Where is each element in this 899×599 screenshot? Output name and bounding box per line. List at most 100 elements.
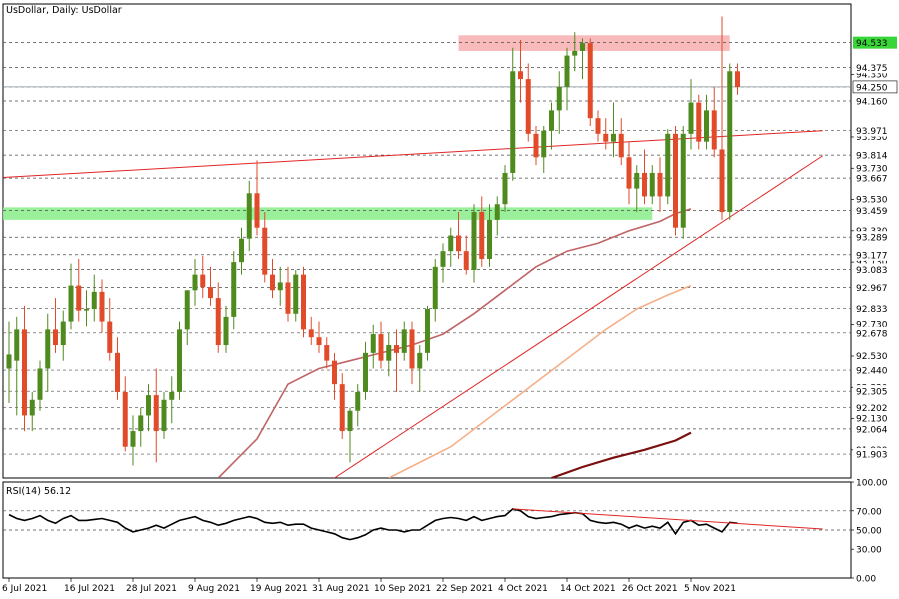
- candle-body: [45, 329, 51, 369]
- candle: [595, 110, 601, 142]
- candle-body: [161, 399, 167, 432]
- price-label-text: 93.177: [856, 251, 888, 261]
- candle: [510, 47, 516, 181]
- candle-body: [370, 334, 376, 353]
- candle: [378, 321, 384, 369]
- price-label-box: [853, 204, 897, 217]
- price-label-box: [853, 94, 897, 107]
- rsi-line: [8, 508, 738, 541]
- rsi-pane: 100.00 70.00 50.00 30.00 0.00: [2, 479, 888, 585]
- candle-body: [386, 345, 392, 361]
- candle-body: [642, 172, 647, 197]
- candle-body: [208, 287, 213, 299]
- candle: [580, 38, 585, 80]
- price-label: 92.967: [853, 281, 897, 294]
- candle: [184, 290, 190, 346]
- candle-body: [347, 410, 353, 432]
- candle: [409, 321, 415, 385]
- price-label-text: 93.459: [856, 207, 888, 217]
- candle: [626, 141, 632, 205]
- candle: [146, 384, 151, 432]
- candle-body: [494, 204, 500, 220]
- date-tick-label: 9 Aug 2021: [188, 584, 240, 594]
- candle-body: [378, 334, 384, 361]
- candle: [649, 165, 655, 205]
- candle-body: [471, 212, 477, 270]
- candle-body: [146, 395, 151, 416]
- price-label-text: 92.064: [856, 425, 888, 435]
- candle-body: [680, 133, 686, 228]
- candle-body: [665, 133, 671, 197]
- candle: [642, 149, 647, 205]
- candle-body: [99, 291, 105, 322]
- candle: [657, 157, 663, 213]
- moving-average-line: [388, 284, 692, 478]
- price-label: 94.250: [852, 80, 898, 93]
- candle: [471, 204, 477, 283]
- candle: [208, 266, 213, 306]
- price-label-box: [853, 448, 897, 461]
- candle: [611, 102, 616, 158]
- candle-body: [556, 86, 562, 111]
- candle: [262, 212, 268, 283]
- price-label-box: [853, 36, 897, 49]
- rsi-title: RSI(14) 56.12: [6, 486, 71, 497]
- price-tick-label: 92.530: [856, 352, 888, 362]
- candle: [14, 316, 20, 416]
- candle-body: [239, 238, 244, 263]
- candle-body: [456, 235, 461, 252]
- candle: [432, 258, 438, 322]
- candle: [308, 316, 314, 346]
- candle-body: [22, 329, 27, 416]
- candle: [60, 310, 66, 361]
- candle-body: [525, 79, 531, 134]
- price-label: 92.833: [853, 302, 897, 315]
- price-label: 92.678: [853, 326, 897, 339]
- candle-body: [14, 329, 20, 361]
- candle-body: [301, 274, 306, 330]
- candle: [711, 86, 717, 158]
- candle-body: [262, 227, 268, 275]
- price-label-text: 92.967: [856, 284, 888, 294]
- candle-body: [711, 110, 717, 150]
- candle: [440, 243, 446, 283]
- candle-body: [595, 118, 601, 134]
- candle-body: [285, 282, 291, 314]
- date-tick-label: 5 Nov 2021: [684, 584, 736, 594]
- price-label-text: 94.250: [856, 83, 888, 93]
- price-label-box: [853, 422, 897, 435]
- candle: [76, 258, 82, 322]
- candle-body: [649, 172, 655, 197]
- price-pane-frame: [2, 3, 852, 479]
- candle-body: [177, 329, 182, 392]
- price-label-box: [853, 248, 897, 261]
- candle: [370, 324, 376, 369]
- candle-body: [549, 110, 554, 131]
- price-label: 93.814: [853, 149, 897, 162]
- candle: [704, 94, 709, 150]
- candle: [130, 415, 136, 466]
- candle-body: [215, 298, 221, 346]
- candle: [53, 298, 58, 353]
- price-pane: 94.33093.93093.73093.53093.33093.13092.7…: [2, 3, 898, 479]
- price-label-text: 92.440: [856, 367, 888, 377]
- candle: [688, 79, 694, 150]
- candle-body: [704, 110, 709, 142]
- price-label-text: 93.289: [856, 234, 888, 244]
- candle: [332, 352, 337, 400]
- candle: [525, 63, 531, 142]
- candle: [107, 298, 113, 361]
- candle-body: [611, 133, 616, 142]
- candle-body: [130, 431, 136, 447]
- candle-body: [223, 316, 229, 346]
- candle-body: [246, 193, 252, 239]
- candle-body: [122, 391, 128, 447]
- candle: [401, 321, 407, 361]
- candle-body: [270, 274, 275, 291]
- price-label-text: 92.202: [856, 404, 888, 414]
- candle: [215, 282, 221, 353]
- candle-body: [533, 133, 539, 158]
- time-axis: 6 Jul 2021 16 Jul 2021 28 Jul 2021 9 Aug 20…: [2, 578, 736, 594]
- candle-body: [502, 172, 508, 205]
- price-label: 93.459: [853, 204, 897, 217]
